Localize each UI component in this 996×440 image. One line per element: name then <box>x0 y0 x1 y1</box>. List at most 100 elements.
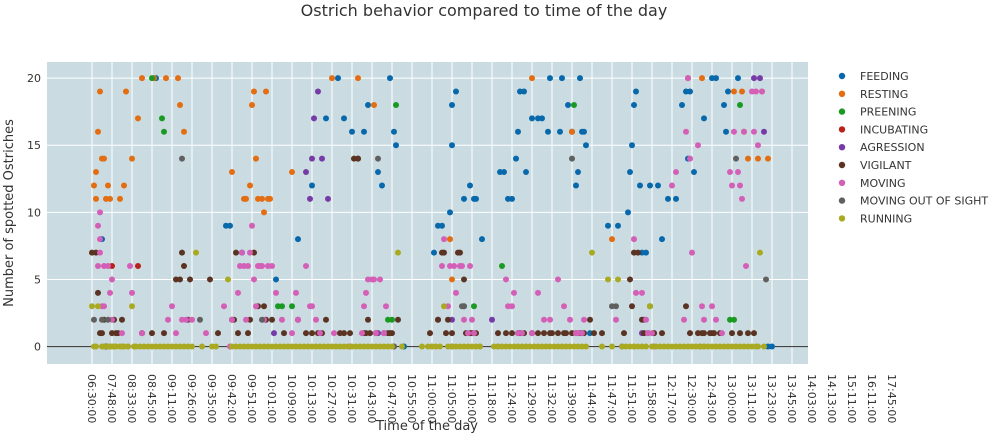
data-point[interactable] <box>555 330 561 337</box>
data-point[interactable] <box>259 195 265 202</box>
data-point[interactable] <box>469 316 475 323</box>
data-point[interactable] <box>699 75 705 82</box>
data-point[interactable] <box>225 276 231 283</box>
data-point[interactable] <box>643 249 649 256</box>
data-point[interactable] <box>447 209 453 216</box>
data-point[interactable] <box>289 169 295 176</box>
data-point[interactable] <box>125 343 131 350</box>
data-point[interactable] <box>735 75 741 82</box>
data-point[interactable] <box>173 330 179 337</box>
data-point[interactable] <box>161 128 167 135</box>
data-point[interactable] <box>375 155 381 162</box>
data-point[interactable] <box>721 101 727 108</box>
data-point[interactable] <box>341 115 347 122</box>
data-point[interactable] <box>649 330 655 337</box>
data-point[interactable] <box>725 88 731 95</box>
data-point[interactable] <box>599 343 605 350</box>
data-point[interactable] <box>529 330 535 337</box>
data-point[interactable] <box>583 343 589 350</box>
data-point[interactable] <box>685 75 691 82</box>
data-point[interactable] <box>473 195 479 202</box>
data-point[interactable] <box>279 303 285 310</box>
data-point[interactable] <box>681 316 687 323</box>
data-point[interactable] <box>627 276 633 283</box>
data-point[interactable] <box>129 303 135 310</box>
data-point[interactable] <box>683 128 689 135</box>
data-point[interactable] <box>639 289 645 296</box>
data-point[interactable] <box>135 263 141 270</box>
data-point[interactable] <box>609 236 615 243</box>
data-point[interactable] <box>181 263 187 270</box>
data-point[interactable] <box>613 316 619 323</box>
data-point[interactable] <box>631 101 637 108</box>
data-point[interactable] <box>303 330 309 337</box>
data-point[interactable] <box>91 316 97 323</box>
data-point[interactable] <box>375 169 381 176</box>
data-point[interactable] <box>359 330 365 337</box>
data-point[interactable] <box>513 155 519 162</box>
data-point[interactable] <box>449 142 455 149</box>
data-point[interactable] <box>635 249 641 256</box>
data-point[interactable] <box>751 75 757 82</box>
data-point[interactable] <box>121 182 127 189</box>
data-point[interactable] <box>271 330 277 337</box>
data-point[interactable] <box>449 101 455 108</box>
data-point[interactable] <box>509 330 515 337</box>
data-point[interactable] <box>737 101 743 108</box>
data-point[interactable] <box>427 330 433 337</box>
data-point[interactable] <box>457 249 463 256</box>
legend-item[interactable]: RESTING <box>838 88 908 101</box>
data-point[interactable] <box>437 343 443 350</box>
data-point[interactable] <box>367 330 373 337</box>
data-point[interactable] <box>529 115 535 122</box>
data-point[interactable] <box>631 236 637 243</box>
data-point[interactable] <box>309 303 315 310</box>
data-point[interactable] <box>383 303 389 310</box>
data-point[interactable] <box>371 276 377 283</box>
data-point[interactable] <box>99 330 105 337</box>
data-point[interactable] <box>669 182 675 189</box>
data-point[interactable] <box>499 263 505 270</box>
data-point[interactable] <box>135 115 141 122</box>
data-point[interactable] <box>605 276 611 283</box>
data-point[interactable] <box>621 330 627 337</box>
data-point[interactable] <box>637 182 643 189</box>
data-point[interactable] <box>765 155 771 162</box>
data-point[interactable] <box>539 115 545 122</box>
data-point[interactable] <box>105 316 111 323</box>
data-point[interactable] <box>659 330 665 337</box>
data-point[interactable] <box>139 330 145 337</box>
data-point[interactable] <box>139 75 145 82</box>
data-point[interactable] <box>529 75 535 82</box>
data-point[interactable] <box>323 316 329 323</box>
data-point[interactable] <box>569 155 575 162</box>
data-point[interactable] <box>295 236 301 243</box>
data-point[interactable] <box>547 316 553 323</box>
data-point[interactable] <box>193 249 199 256</box>
data-point[interactable] <box>461 276 467 283</box>
data-point[interactable] <box>441 249 447 256</box>
data-point[interactable] <box>461 316 467 323</box>
data-point[interactable] <box>509 303 515 310</box>
data-point[interactable] <box>445 316 451 323</box>
data-point[interactable] <box>311 115 317 122</box>
data-point[interactable] <box>387 75 393 82</box>
data-point[interactable] <box>731 316 737 323</box>
data-point[interactable] <box>565 101 571 108</box>
data-point[interactable] <box>447 236 453 243</box>
data-point[interactable] <box>395 249 401 256</box>
data-point[interactable] <box>581 316 587 323</box>
data-point[interactable] <box>365 101 371 108</box>
data-point[interactable] <box>753 88 759 95</box>
data-point[interactable] <box>709 303 715 310</box>
data-point[interactable] <box>227 222 233 229</box>
data-point[interactable] <box>107 289 113 296</box>
data-point[interactable] <box>731 88 737 95</box>
data-point[interactable] <box>91 182 97 189</box>
legend-item[interactable]: INCUBATING <box>838 123 928 136</box>
data-point[interactable] <box>189 316 195 323</box>
data-point[interactable] <box>459 263 465 270</box>
data-point[interactable] <box>755 155 761 162</box>
data-point[interactable] <box>175 75 181 82</box>
data-point[interactable] <box>245 330 251 337</box>
